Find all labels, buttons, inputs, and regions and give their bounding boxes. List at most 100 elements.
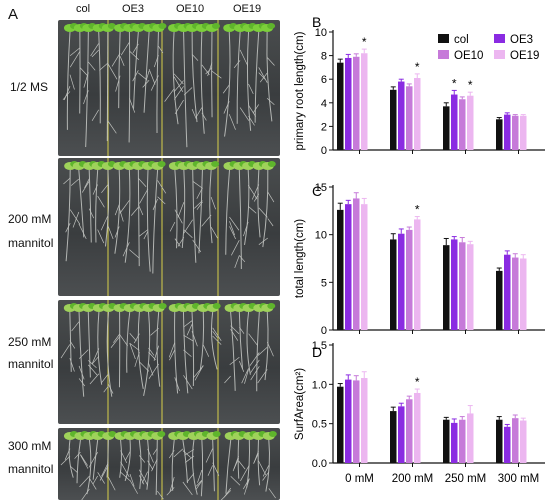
lateral-root: [257, 346, 268, 356]
lateral-root: [107, 225, 114, 240]
lateral-root: [212, 335, 222, 345]
lateral-root: [92, 475, 98, 485]
lateral-root: [69, 74, 75, 90]
lateral-root: [169, 349, 176, 361]
lateral-root: [257, 369, 268, 384]
lateral-root: [124, 451, 131, 461]
lateral-root: [229, 221, 235, 236]
root: [182, 439, 188, 484]
bar: [414, 392, 421, 463]
y-tick-label: 0.0: [312, 458, 327, 470]
leaf: [211, 23, 220, 29]
root: [172, 31, 179, 125]
bar: [361, 204, 368, 330]
lateral-root: [114, 226, 120, 238]
lateral-root: [229, 356, 240, 366]
lateral-root: [177, 237, 185, 247]
panel-letter: C: [312, 183, 322, 199]
root: [87, 311, 91, 378]
lateral-root: [168, 342, 176, 358]
y-tick-label: 0: [321, 145, 327, 157]
legend-label: OE10: [454, 50, 483, 62]
lateral-root: [88, 61, 96, 71]
lateral-root: [191, 331, 198, 347]
root: [209, 169, 213, 244]
lateral-root: [239, 361, 245, 372]
root: [200, 31, 205, 134]
root: [146, 439, 150, 490]
lateral-root: [144, 70, 150, 85]
lateral-root: [262, 471, 270, 481]
y-tick-label: 4: [321, 98, 327, 110]
lateral-root: [177, 202, 185, 218]
lateral-root: [107, 120, 117, 134]
lateral-root: [72, 211, 80, 228]
lateral-root: [266, 97, 275, 106]
root: [224, 31, 231, 137]
lateral-root: [120, 450, 128, 464]
root: [65, 169, 71, 262]
lateral-root: [262, 465, 270, 477]
bar: [345, 204, 352, 330]
lateral-root: [132, 70, 139, 82]
bar: [390, 89, 397, 150]
lateral-root: [148, 69, 156, 85]
lateral-root: [164, 88, 175, 102]
root: [265, 439, 270, 492]
lateral-root: [248, 115, 255, 126]
root: [133, 31, 139, 109]
lateral-root: [88, 364, 98, 376]
roots-drawing: [60, 300, 276, 424]
lateral-root: [230, 475, 241, 486]
leaf: [267, 303, 276, 309]
lateral-root: [110, 336, 120, 348]
lateral-root: [195, 480, 203, 491]
root: [256, 311, 260, 392]
bar: [414, 219, 421, 330]
lateral-root: [174, 99, 184, 115]
lateral-root: [90, 43, 99, 57]
lateral-root: [120, 41, 130, 56]
y-tick-label: 10: [315, 230, 327, 242]
lateral-root: [248, 83, 254, 95]
y-tick-label: 8: [321, 51, 327, 63]
lateral-root: [242, 478, 250, 490]
bar: [353, 380, 360, 463]
root: [254, 31, 260, 123]
lateral-root: [212, 462, 220, 476]
lateral-root: [252, 104, 260, 114]
root: [181, 169, 186, 249]
root: [86, 439, 92, 495]
root: [182, 311, 189, 394]
lateral-root: [79, 67, 89, 77]
lateral-root: [119, 56, 125, 66]
lateral-root: [157, 180, 167, 194]
lateral-root: [148, 347, 155, 356]
bar: [406, 86, 413, 150]
lateral-root: [142, 80, 150, 88]
lateral-root: [158, 46, 164, 54]
panel-letter: B: [312, 14, 321, 30]
lateral-root: [157, 490, 164, 500]
lateral-root: [234, 255, 240, 268]
bar: [459, 419, 466, 463]
lateral-root: [229, 226, 236, 240]
lateral-root: [143, 231, 149, 240]
lateral-root: [70, 178, 80, 186]
lateral-root: [101, 373, 109, 383]
root: [191, 31, 198, 123]
root: [126, 311, 131, 373]
lateral-root: [241, 368, 249, 384]
lateral-root: [150, 327, 159, 336]
root: [246, 439, 251, 488]
lateral-root: [113, 333, 120, 343]
lateral-root: [266, 57, 275, 66]
lateral-root: [238, 460, 246, 470]
lateral-root: [138, 178, 147, 188]
lateral-root: [84, 178, 90, 189]
y-tick-label: 2: [321, 121, 327, 133]
lateral-root: [211, 70, 222, 79]
lateral-root: [201, 112, 207, 121]
lateral-root: [233, 458, 239, 470]
seedling-photo-half-ms: [58, 20, 280, 156]
